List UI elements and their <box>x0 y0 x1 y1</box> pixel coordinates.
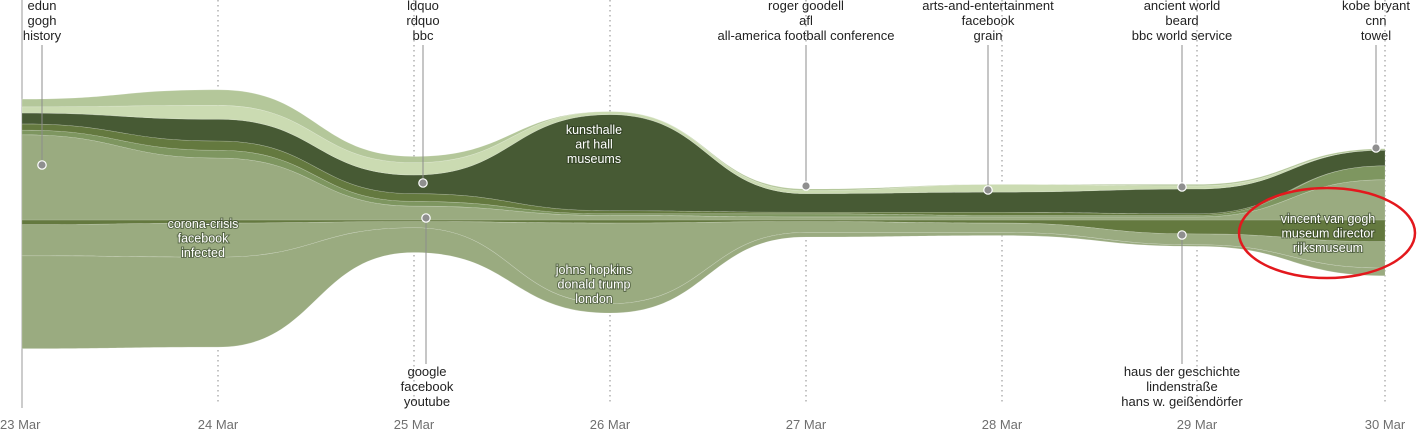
annotation-text: bbc world service <box>1132 28 1232 43</box>
stream-label-text: art hall <box>575 138 613 152</box>
highlight-circle <box>1237 186 1417 280</box>
stream-label-text: rijksmuseum <box>1293 241 1363 255</box>
x-tick-label: 23 Mar <box>0 417 41 432</box>
annotation-text: grain <box>974 28 1003 43</box>
annotation-dot <box>1371 143 1381 153</box>
upper-layer-6 <box>21 89 1386 191</box>
annotation-text: afl <box>799 13 813 28</box>
stream-label-text: donald trump <box>558 278 631 292</box>
annotation-dot <box>418 178 428 188</box>
annotation-text: bbc <box>413 28 434 43</box>
stream-layers <box>21 89 1386 349</box>
annotation-dot <box>801 181 811 191</box>
stream-label-text: museums <box>567 152 621 166</box>
annotation-text: cnn <box>1366 13 1387 28</box>
x-tick-label: 28 Mar <box>982 417 1023 432</box>
upper-layer-1 <box>21 134 1386 221</box>
annotation-text: roger goodell <box>768 0 844 13</box>
annotation-text: facebook <box>962 13 1015 28</box>
annotation-text: history <box>23 28 62 43</box>
annotation-text: google <box>407 364 446 379</box>
annotation-text: youtube <box>404 394 450 409</box>
annotation-text: arts-and-entertainment <box>922 0 1054 13</box>
x-tick-label: 30 Mar <box>1365 417 1406 432</box>
lower-layer-3 <box>21 227 1386 349</box>
stream-label-text: corona-crisis <box>168 217 239 231</box>
x-tick-label: 29 Mar <box>1177 417 1218 432</box>
annotation-text: edun <box>28 0 57 13</box>
annotation-text: kobe bryant <box>1342 0 1410 13</box>
annotation-text: beard <box>1165 13 1198 28</box>
annotation-dot <box>37 160 47 170</box>
stream-label-text: museum director <box>1281 227 1374 241</box>
annotation-text: hans w. geißendörfer <box>1121 394 1243 409</box>
x-axis: 23 Mar 24 Mar 25 Mar 26 Mar 27 Mar 28 Mar 29 M… <box>0 417 1406 432</box>
annotation-text: facebook <box>401 379 454 394</box>
annotation-text: gogh <box>28 13 57 28</box>
upper-layer-2 <box>21 129 1386 218</box>
annotation-text: all-america football conference <box>717 28 894 43</box>
annotation-text: haus der geschichte <box>1124 364 1240 379</box>
stream-label-text: london <box>575 292 613 306</box>
stream-label-text: facebook <box>178 232 229 246</box>
annotation-dot <box>1177 230 1187 240</box>
x-tick-label: 25 Mar <box>394 417 435 432</box>
stream-label-text: vincent van gogh <box>1281 212 1376 226</box>
annotation-text: lindenstraße <box>1146 379 1218 394</box>
x-tick-label: 26 Mar <box>590 417 631 432</box>
stream-label-text: kunsthalle <box>566 123 622 137</box>
x-tick-label: 24 Mar <box>198 417 239 432</box>
annotation-text: towel <box>1361 28 1391 43</box>
annotation-dot <box>1177 182 1187 192</box>
annotation-text: ancient world <box>1144 0 1221 13</box>
stream-label-text: johns hopkins <box>555 263 632 277</box>
x-tick-label: 27 Mar <box>786 417 827 432</box>
annotation-dot <box>983 185 993 195</box>
annotation-text: rdquo <box>406 13 439 28</box>
stream-label-text: infected <box>181 246 225 260</box>
annotation-text: ldquo <box>407 0 439 13</box>
annotation-dot <box>421 213 431 223</box>
